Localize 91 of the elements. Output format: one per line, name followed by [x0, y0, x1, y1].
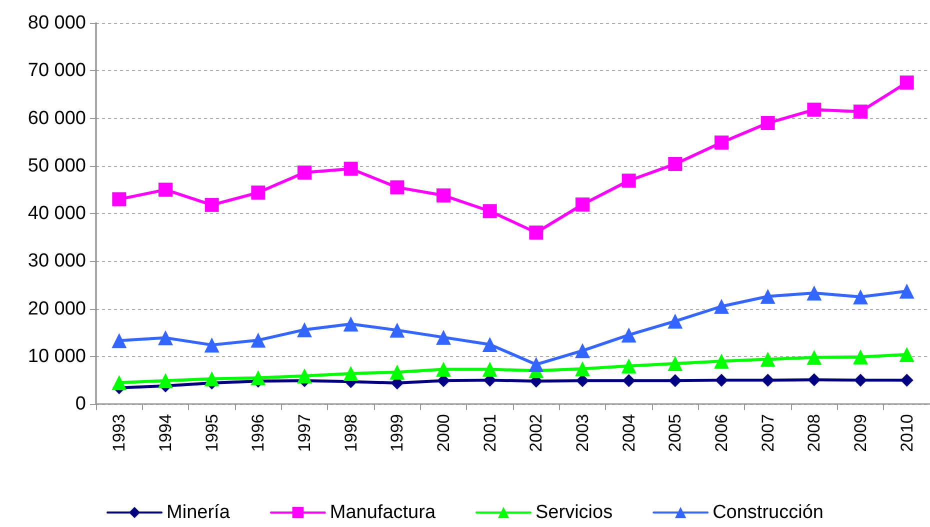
point: [714, 354, 729, 369]
point: [528, 356, 544, 372]
point: [482, 204, 497, 218]
point: [575, 361, 590, 376]
y-tick-label: 10 000: [28, 346, 86, 367]
y-tick-label: 0: [75, 394, 86, 414]
x-tick-label: 2006: [712, 414, 731, 452]
point: [899, 346, 914, 362]
legend-label: Manufactura: [330, 502, 436, 523]
point: [854, 374, 867, 387]
y-tick-label: 80 000: [28, 12, 86, 34]
y-tick-label: 50 000: [28, 155, 86, 176]
x-tick-label: 1999: [388, 414, 407, 452]
point: [575, 343, 590, 358]
x-tick-label: 2004: [619, 414, 638, 452]
y-tick-label: 30 000: [28, 250, 86, 272]
point: [900, 374, 914, 387]
point: [622, 374, 636, 388]
point: [576, 197, 590, 212]
point: [806, 286, 822, 301]
point: [621, 327, 636, 342]
point: [808, 373, 821, 386]
x-tick-label: 2009: [851, 414, 870, 452]
point: [298, 166, 312, 180]
point: [436, 330, 451, 345]
x-tick-label: 1996: [248, 414, 268, 452]
y-tick-label: 60 000: [28, 108, 86, 129]
point: [482, 362, 498, 377]
point: [112, 333, 127, 348]
point: [112, 375, 127, 390]
point: [158, 182, 172, 197]
point: [436, 188, 450, 202]
x-tick-label: 2010: [897, 414, 916, 452]
x-tick-label: 2001: [480, 414, 500, 452]
x-tick-label: 2008: [804, 414, 824, 452]
point: [251, 186, 266, 200]
point: [343, 366, 358, 382]
y-tick-label: 70 000: [28, 60, 86, 82]
point: [158, 373, 173, 388]
x-tick-label: 1997: [295, 414, 314, 452]
x-tick-label: 1995: [202, 414, 222, 452]
point: [390, 364, 405, 380]
point: [899, 284, 914, 299]
x-tick-label: 2003: [573, 414, 592, 452]
x-tick-label: 2002: [526, 414, 546, 452]
x-tick-label: 2007: [758, 414, 778, 452]
point: [204, 198, 219, 212]
point: [714, 298, 729, 314]
x-tick-label: 1998: [341, 414, 360, 452]
point: [297, 368, 312, 384]
point: [806, 350, 822, 365]
point: [807, 102, 822, 117]
point: [390, 180, 404, 194]
point: [250, 370, 266, 386]
point: [112, 192, 126, 206]
point: [344, 162, 358, 176]
point: [297, 322, 312, 338]
point: [621, 358, 636, 374]
point: [760, 352, 776, 367]
legend-label: Servicios: [536, 502, 613, 523]
legend-label: Minería: [166, 502, 230, 523]
x-tick-label: 2000: [434, 414, 453, 452]
point: [436, 362, 451, 377]
point: [854, 104, 868, 119]
point: [158, 330, 173, 346]
point: [529, 226, 544, 240]
legend-label: Construcción: [712, 502, 824, 523]
point: [668, 374, 682, 388]
point: [204, 337, 220, 352]
point: [668, 156, 682, 171]
point: [668, 356, 683, 372]
x-tick-label: 1994: [156, 414, 175, 452]
point: [853, 289, 868, 304]
point: [390, 322, 405, 338]
x-tick-label: 1993: [110, 414, 129, 452]
point: [760, 288, 776, 304]
point: [715, 374, 728, 387]
point: [622, 174, 636, 188]
point: [343, 316, 358, 332]
y-tick-label: 20 000: [28, 298, 86, 320]
point: [760, 116, 775, 130]
point: [668, 314, 683, 329]
point: [482, 336, 498, 352]
point: [576, 374, 589, 388]
point: [714, 136, 728, 150]
x-tick-label: 2005: [666, 414, 685, 452]
y-tick-label: 40 000: [28, 203, 86, 224]
point: [250, 332, 266, 348]
point: [853, 349, 868, 364]
point: [900, 76, 914, 90]
point: [761, 374, 774, 387]
